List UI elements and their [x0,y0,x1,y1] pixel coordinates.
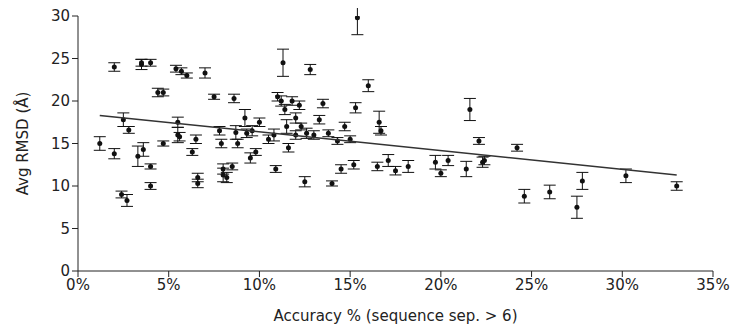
svg-text:15: 15 [51,135,70,153]
svg-text:0%: 0% [66,275,90,294]
svg-text:0: 0 [60,262,70,280]
svg-text:30: 30 [51,8,70,25]
svg-text:5%: 5% [157,276,181,294]
svg-text:25: 25 [51,50,70,68]
svg-text:Avg RMSD (Å): Avg RMSD (Å) [13,92,32,196]
svg-text:20%: 20% [424,276,457,294]
svg-text:20: 20 [51,92,70,110]
svg-text:10: 10 [51,177,70,195]
svg-text:25%: 25% [515,276,548,294]
svg-text:10%: 10% [243,276,276,294]
svg-text:15%: 15% [333,276,366,294]
svg-text:35%: 35% [696,276,729,294]
svg-text:5: 5 [60,220,70,238]
svg-text:Accuracy % (sequence sep. > 6): Accuracy % (sequence sep. > 6) [273,307,517,325]
svg-text:30%: 30% [606,276,639,294]
